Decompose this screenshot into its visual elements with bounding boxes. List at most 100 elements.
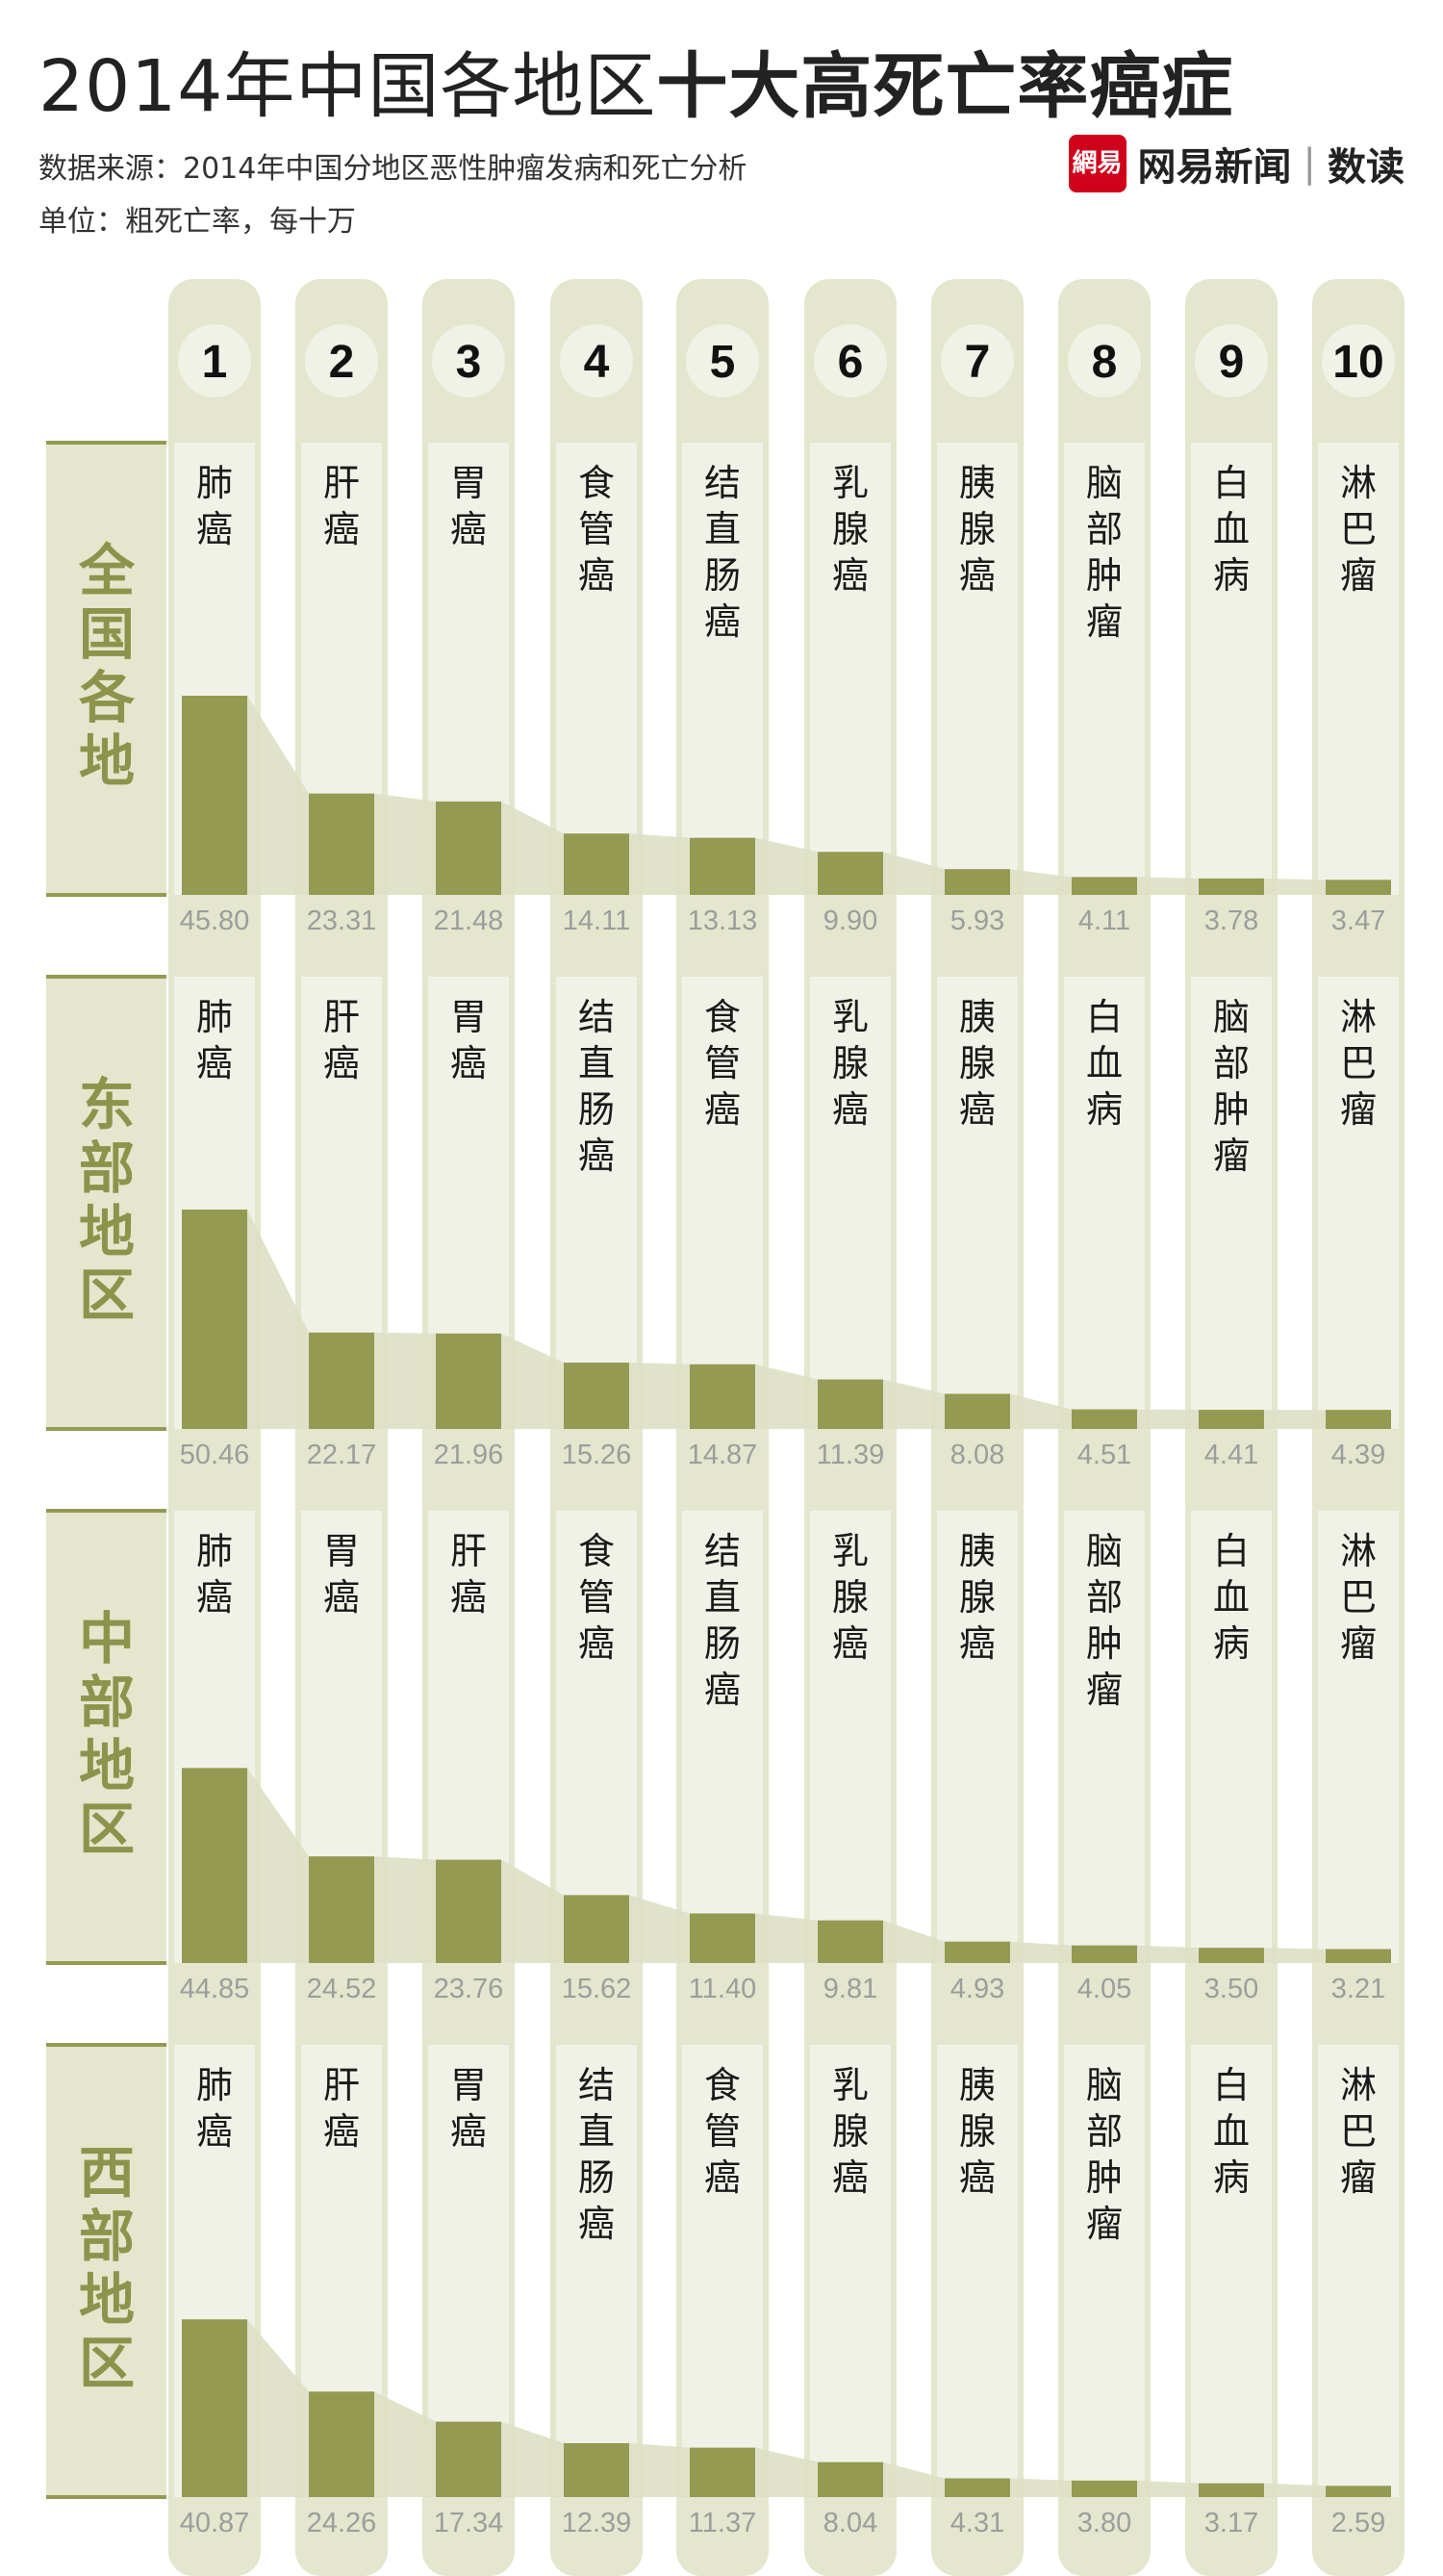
category-char: 结 (704, 462, 741, 504)
category-char: 乳 (832, 462, 869, 504)
category-char: 癌 (959, 2156, 996, 2199)
category-label: 食管癌 (704, 2064, 741, 2199)
category-char: 直 (578, 1042, 615, 1084)
category-label: 肝癌 (323, 2064, 360, 2153)
category-char: 癌 (578, 1622, 615, 1665)
data-label: 3.47 (1331, 905, 1385, 936)
bar (182, 1768, 247, 1963)
region-char: 西 (79, 2140, 135, 2206)
region-panel-4 (46, 2045, 166, 2497)
bar (1326, 880, 1391, 895)
category-char: 脑 (1086, 462, 1123, 504)
category-char: 癌 (832, 1622, 869, 1665)
category-char: 病 (1086, 1088, 1123, 1131)
category-char: 白 (1213, 2064, 1250, 2106)
category-label: 结直肠癌 (578, 996, 615, 1177)
data-label: 4.51 (1077, 1440, 1131, 1470)
region-label-2: 东部地区 (79, 1072, 135, 1328)
rank-number-7: 7 (965, 337, 991, 388)
bar-track (1064, 1511, 1145, 1963)
category-char: 瘤 (1213, 1135, 1250, 1177)
bar (564, 1895, 629, 1963)
category-char: 瘤 (1340, 2156, 1377, 2199)
bar-track (937, 443, 1018, 895)
region-label-4: 西部地区 (79, 2140, 135, 2396)
category-char: 癌 (959, 1088, 996, 1131)
category-char: 病 (1213, 554, 1250, 597)
data-label: 3.17 (1204, 2508, 1258, 2538)
category-char: 腺 (959, 1576, 996, 1619)
rank-number-8: 8 (1092, 337, 1118, 388)
category-label: 乳腺癌 (832, 996, 869, 1131)
bar (690, 2447, 755, 2497)
region-char: 地 (79, 2267, 135, 2333)
data-label: 24.26 (307, 2508, 377, 2538)
bar (690, 1364, 755, 1429)
region-char: 各 (79, 665, 136, 730)
category-char: 肿 (1086, 1622, 1123, 1665)
category-char: 腺 (832, 1042, 869, 1084)
category-char: 癌 (323, 508, 360, 550)
bar-track (682, 1511, 763, 1963)
category-char: 部 (1086, 2110, 1123, 2153)
category-char: 癌 (959, 1622, 996, 1665)
rank-circle-9 (1195, 324, 1268, 397)
category-char: 结 (704, 1530, 741, 1572)
category-label: 肺癌 (196, 462, 233, 550)
category-label: 胰腺癌 (959, 1530, 996, 1665)
bar (1199, 878, 1264, 895)
category-char: 腺 (832, 1576, 869, 1619)
category-char: 癌 (196, 1042, 233, 1084)
category-char: 食 (578, 462, 615, 504)
region-label-1: 全国各地 (78, 538, 136, 794)
category-char: 肠 (578, 2156, 615, 2199)
region-char: 中 (79, 1606, 135, 1671)
category-char: 癌 (832, 2156, 869, 2199)
bar-track (1064, 443, 1145, 895)
data-label: 14.87 (688, 1440, 758, 1470)
category-char: 癌 (832, 1088, 869, 1131)
region-char: 区 (79, 1262, 135, 1328)
bar-track (810, 977, 891, 1429)
rank-number-10: 10 (1332, 337, 1383, 388)
data-label: 11.39 (817, 1440, 884, 1470)
bar (818, 1920, 883, 1963)
rank-number-1: 1 (202, 337, 228, 388)
netease-logo: 網易 网易新闻 | 数读 (1068, 135, 1405, 192)
rank-circle-8 (1068, 324, 1141, 397)
category-char: 瘤 (1340, 554, 1377, 597)
bar (564, 833, 629, 895)
category-char: 癌 (196, 508, 233, 550)
category-char: 癌 (450, 1576, 487, 1619)
data-label: 15.26 (562, 1440, 632, 1470)
bar (1072, 1945, 1137, 1963)
data-label: 3.50 (1204, 1974, 1258, 2004)
category-char: 管 (578, 1576, 615, 1619)
data-label: 21.48 (434, 905, 504, 936)
region-char: 地 (79, 728, 135, 794)
category-char: 癌 (450, 1042, 487, 1084)
category-label: 白血病 (1213, 462, 1250, 597)
category-char: 白 (1213, 462, 1250, 504)
rank-number-6: 6 (838, 337, 864, 388)
category-char: 癌 (450, 508, 487, 550)
category-char: 病 (1213, 1622, 1250, 1665)
category-char: 食 (704, 2064, 741, 2106)
category-char: 胃 (450, 2064, 487, 2106)
bar (182, 696, 247, 895)
category-char: 肿 (1086, 2156, 1123, 2199)
category-label: 肝癌 (450, 1530, 487, 1619)
title-bold: 十大高死亡率癌症 (656, 45, 1234, 128)
category-label: 胃癌 (323, 1530, 360, 1619)
category-char: 肝 (323, 2064, 360, 2106)
category-label: 淋巴瘤 (1340, 996, 1377, 1131)
category-char: 癌 (578, 1135, 615, 1177)
bar (945, 2478, 1010, 2497)
bar-track (1318, 443, 1399, 895)
category-label: 食管癌 (578, 1530, 615, 1665)
category-char: 胃 (450, 462, 487, 504)
bar (309, 1332, 374, 1429)
rank-circle-2 (305, 324, 378, 397)
category-char: 食 (704, 996, 741, 1038)
category-label: 胰腺癌 (959, 996, 996, 1131)
